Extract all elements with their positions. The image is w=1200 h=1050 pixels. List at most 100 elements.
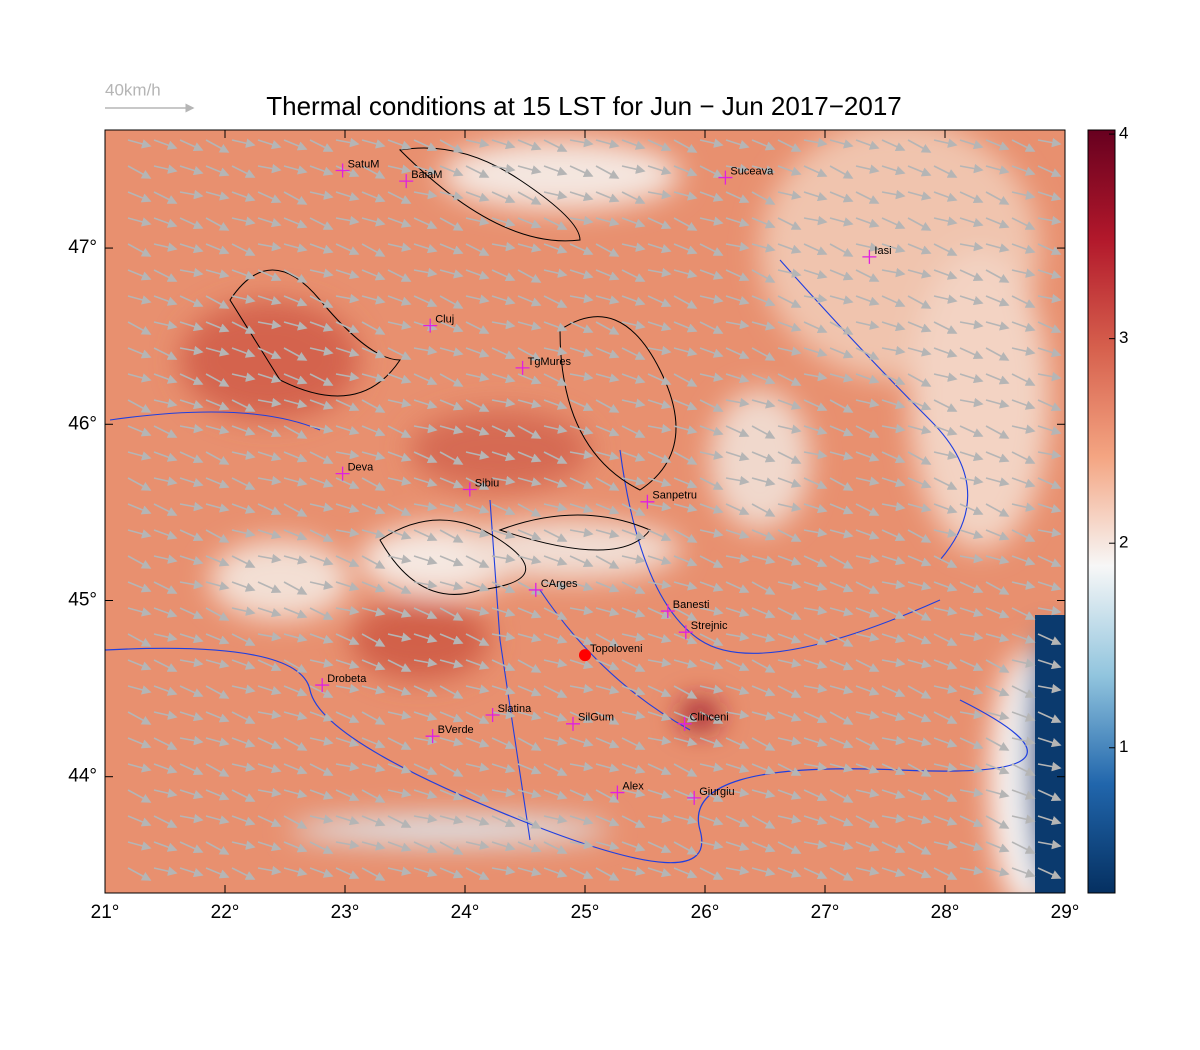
wind-arrow bbox=[777, 399, 802, 410]
wind-arrow bbox=[855, 554, 880, 564]
x-tick-label: 28° bbox=[931, 902, 960, 923]
wind-arrow bbox=[283, 659, 308, 673]
wind-arrow bbox=[231, 633, 256, 646]
wind-arrow bbox=[179, 451, 204, 464]
wind-arrow bbox=[933, 840, 958, 850]
wind-arrow bbox=[959, 763, 984, 774]
wind-arrow bbox=[595, 867, 620, 881]
city-marker bbox=[528, 582, 543, 597]
wind-arrow bbox=[907, 347, 932, 357]
wind-arrow bbox=[127, 399, 152, 413]
wind-arrow bbox=[465, 840, 490, 850]
wind-arrow bbox=[361, 867, 386, 881]
wind-arrow bbox=[959, 709, 984, 720]
wind-arrow bbox=[543, 814, 568, 824]
wind-arrow bbox=[751, 295, 776, 307]
wind-arrow bbox=[985, 217, 1010, 229]
wind-arrow bbox=[725, 841, 750, 852]
wind-arrow bbox=[283, 867, 308, 877]
wind-arrow bbox=[803, 605, 828, 616]
x-tick-label: 23° bbox=[331, 902, 360, 923]
wind-arrow bbox=[595, 711, 620, 725]
wind-arrow bbox=[777, 555, 802, 566]
wind-arrow bbox=[127, 841, 152, 851]
wind-arrow bbox=[543, 268, 568, 278]
wind-arrow bbox=[569, 321, 594, 334]
wind-arrow bbox=[959, 373, 984, 384]
wind-arrow bbox=[335, 425, 360, 436]
wind-arrow bbox=[127, 165, 152, 179]
wind-arrow bbox=[933, 425, 958, 436]
wind-arrow bbox=[855, 503, 880, 516]
wind-arrow bbox=[127, 685, 152, 695]
wind-arrow bbox=[647, 423, 672, 434]
wind-arrow bbox=[439, 633, 464, 645]
wind-arrow bbox=[413, 607, 438, 620]
wind-arrow bbox=[309, 502, 334, 512]
colorbar-tick-label: 1 bbox=[1119, 737, 1128, 756]
wind-arrow bbox=[257, 191, 282, 204]
wind-arrow bbox=[751, 321, 776, 331]
wind-arrow bbox=[387, 347, 412, 360]
wind-arrow bbox=[907, 243, 932, 255]
wind-arrow bbox=[127, 815, 152, 827]
wind-arrow bbox=[829, 243, 854, 257]
wind-arrow bbox=[387, 503, 412, 516]
wind-arrow bbox=[647, 711, 672, 722]
wind-arrow bbox=[361, 555, 386, 569]
colorbar bbox=[1087, 129, 1116, 894]
wind-arrow bbox=[621, 841, 646, 852]
wind-arrow bbox=[465, 815, 490, 826]
wind-arrow bbox=[595, 191, 620, 203]
wind-arrow bbox=[881, 813, 906, 824]
wind-arrow bbox=[1037, 243, 1062, 256]
wind-arrow bbox=[257, 737, 282, 750]
wind-arrow bbox=[907, 529, 932, 543]
wind-arrow bbox=[933, 503, 958, 514]
wind-arrow bbox=[1037, 527, 1062, 538]
wind-arrow bbox=[153, 866, 178, 876]
wind-arrow bbox=[283, 373, 308, 385]
wind-arrow bbox=[231, 684, 256, 694]
wind-arrow bbox=[361, 269, 386, 281]
wind-arrow bbox=[881, 633, 906, 644]
wind-arrow bbox=[1011, 295, 1036, 308]
wind-arrow bbox=[309, 789, 334, 800]
wind-arrow bbox=[413, 789, 438, 800]
wind-arrow bbox=[257, 581, 282, 594]
wind-arrow bbox=[309, 295, 334, 308]
wind-arrow bbox=[907, 451, 932, 465]
wind-arrow bbox=[751, 503, 776, 517]
y-tick-label: 44° bbox=[68, 766, 97, 787]
wind-arrow bbox=[361, 711, 386, 725]
wind-arrow bbox=[361, 347, 386, 359]
wind-arrow bbox=[205, 841, 230, 855]
wind-arrow bbox=[777, 580, 802, 590]
wind-arrow bbox=[673, 529, 698, 543]
wind-arrow bbox=[699, 165, 724, 178]
wind-arrow bbox=[985, 139, 1010, 151]
wind-arrow bbox=[387, 451, 412, 462]
wind-arrow bbox=[803, 659, 828, 670]
wind-arrow bbox=[517, 217, 542, 229]
wind-arrow bbox=[491, 529, 516, 540]
wind-arrow bbox=[907, 789, 932, 801]
wind-arrow bbox=[517, 737, 542, 751]
wind-arrow bbox=[881, 841, 906, 854]
wind-arrow bbox=[153, 347, 178, 360]
wind-arrow bbox=[231, 216, 256, 226]
wind-arrow bbox=[335, 371, 360, 382]
wind-arrow bbox=[465, 762, 490, 772]
wind-arrow bbox=[361, 841, 386, 851]
wind-arrow bbox=[621, 347, 646, 360]
wind-arrow bbox=[257, 763, 282, 774]
wind-arrow bbox=[335, 761, 360, 772]
wind-arrow bbox=[751, 425, 776, 439]
wind-arrow bbox=[257, 397, 282, 408]
wind-arrow bbox=[179, 789, 204, 800]
wind-arrow bbox=[725, 269, 750, 282]
wind-arrow bbox=[647, 867, 672, 878]
wind-arrow bbox=[959, 425, 984, 438]
wind-arrow bbox=[387, 581, 412, 594]
wind-arrow bbox=[309, 736, 334, 746]
